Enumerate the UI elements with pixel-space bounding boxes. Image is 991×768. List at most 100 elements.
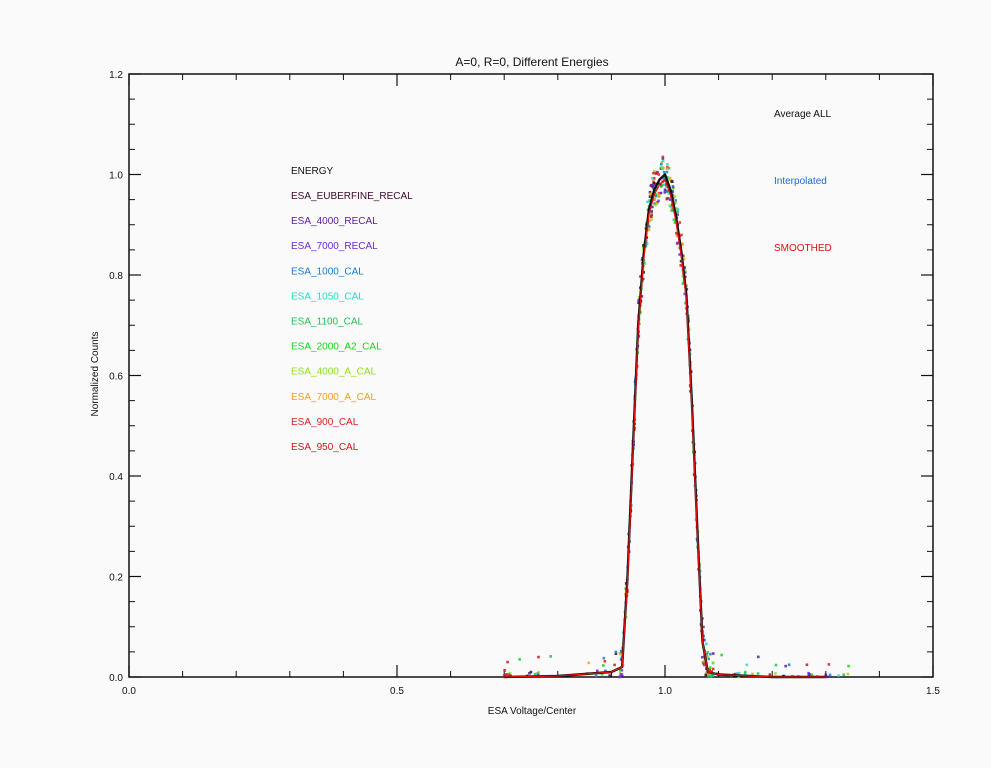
measurement-point [681, 274, 685, 278]
measurement-point [680, 233, 683, 237]
measurement-point [637, 298, 640, 302]
measurement-point [661, 155, 665, 159]
measurement-point [650, 218, 653, 221]
measurement-point [662, 170, 666, 174]
x-tick-label: 1.0 [658, 686, 672, 697]
measurement-point [536, 673, 540, 677]
legend-entry: ESA_2000_A2_CAL [291, 342, 382, 353]
measurement-point [682, 257, 686, 261]
y-tick-label: 1.0 [109, 171, 123, 182]
measurement-point [669, 205, 673, 208]
measurement-point [619, 650, 623, 653]
measurement-point [587, 661, 591, 665]
measurement-point [665, 167, 669, 171]
axis-ticks: 0.0 0.5 1.0 1.5 0.0 0.2 0.4 0.6 0.8 1.0 1.2 [109, 70, 940, 697]
measurement-point [621, 675, 624, 678]
measurement-point [667, 166, 671, 170]
measurement-point [654, 203, 657, 207]
measurement-point [665, 170, 669, 174]
measurement-point [614, 652, 618, 656]
measurement-point [768, 673, 772, 676]
measurement-point [837, 674, 840, 677]
measurement-point [660, 185, 663, 188]
measurement-point [675, 231, 678, 235]
measurement-point [673, 221, 677, 224]
measurement-point [846, 672, 850, 676]
measurement-point [703, 638, 706, 642]
measurement-point [648, 199, 651, 202]
curve-legend-entry: SMOOTHED [774, 243, 832, 254]
measurement-point [608, 674, 611, 677]
measurement-point [529, 670, 533, 674]
measurement-point [508, 671, 512, 675]
measurement-point [842, 673, 846, 677]
measurement-point [653, 170, 656, 173]
measurement-point [660, 166, 664, 170]
measurement-point [645, 242, 649, 245]
measurement-point [652, 171, 655, 175]
legend-entry: ESA_7000_A_CAL [291, 392, 377, 403]
measurement-point [706, 650, 710, 654]
legend-entry: ESA_4000_A_CAL [291, 367, 377, 378]
measurement-point [679, 264, 683, 267]
measurement-point [774, 672, 777, 675]
measurement-point [667, 197, 670, 200]
measurement-point [711, 661, 715, 665]
measurement-point [810, 673, 814, 677]
measurement-point [594, 674, 598, 678]
measurement-point [528, 672, 531, 675]
measurement-point [685, 284, 688, 287]
measurement-point [847, 664, 850, 668]
measurement-point [774, 663, 778, 667]
measurement-point [604, 669, 607, 673]
measurement-point [534, 673, 538, 677]
measurement-point [645, 239, 648, 243]
measurement-point [650, 215, 653, 218]
measurement-point [657, 194, 661, 198]
measurement-point [647, 228, 651, 231]
measurement-point [652, 177, 656, 180]
measurement-point [675, 207, 678, 210]
measurement-point [619, 656, 623, 660]
measurement-point [735, 672, 739, 675]
measurement-point [683, 292, 687, 296]
measurement-point [643, 262, 647, 265]
measurement-point [681, 282, 685, 285]
measurement-point [702, 625, 705, 629]
measurement-point [602, 664, 605, 667]
y-tick-label: 0.6 [109, 372, 123, 383]
measurement-point [646, 200, 649, 204]
measurement-point [664, 189, 668, 193]
measurement-point [666, 163, 669, 166]
measurement-point [665, 185, 668, 188]
legend-entry: ESA_1050_CAL [291, 291, 364, 302]
measurement-point [667, 192, 670, 195]
legend-entry: ESA_1100_CAL [291, 317, 364, 328]
measurement-point [661, 157, 665, 160]
measurement-point [757, 655, 760, 659]
measurement-point [503, 669, 506, 672]
measurement-point [680, 242, 684, 246]
series-line-1 [504, 178, 826, 678]
legend-title: ENERGY [291, 166, 334, 177]
measurement-point [704, 673, 708, 677]
measurement-point [709, 652, 712, 656]
measurement-point [506, 660, 509, 664]
series-lines [504, 173, 826, 679]
measurement-point [737, 671, 741, 675]
measurement-point [707, 673, 711, 676]
measurement-point [673, 195, 677, 198]
measurement-point [649, 192, 652, 196]
measurement-point [639, 275, 642, 278]
measurement-point [678, 221, 682, 224]
measurement-point [824, 673, 828, 677]
y-tick-label: 0.8 [109, 271, 123, 282]
measurement-point [504, 673, 508, 676]
measurement-point [502, 674, 506, 677]
measurement-point [704, 671, 708, 675]
measurement-point [671, 185, 675, 188]
chart-title: A=0, R=0, Different Energies [455, 55, 608, 69]
measurement-point [654, 193, 658, 196]
measurement-point [613, 663, 616, 667]
measurement-point [603, 660, 607, 663]
